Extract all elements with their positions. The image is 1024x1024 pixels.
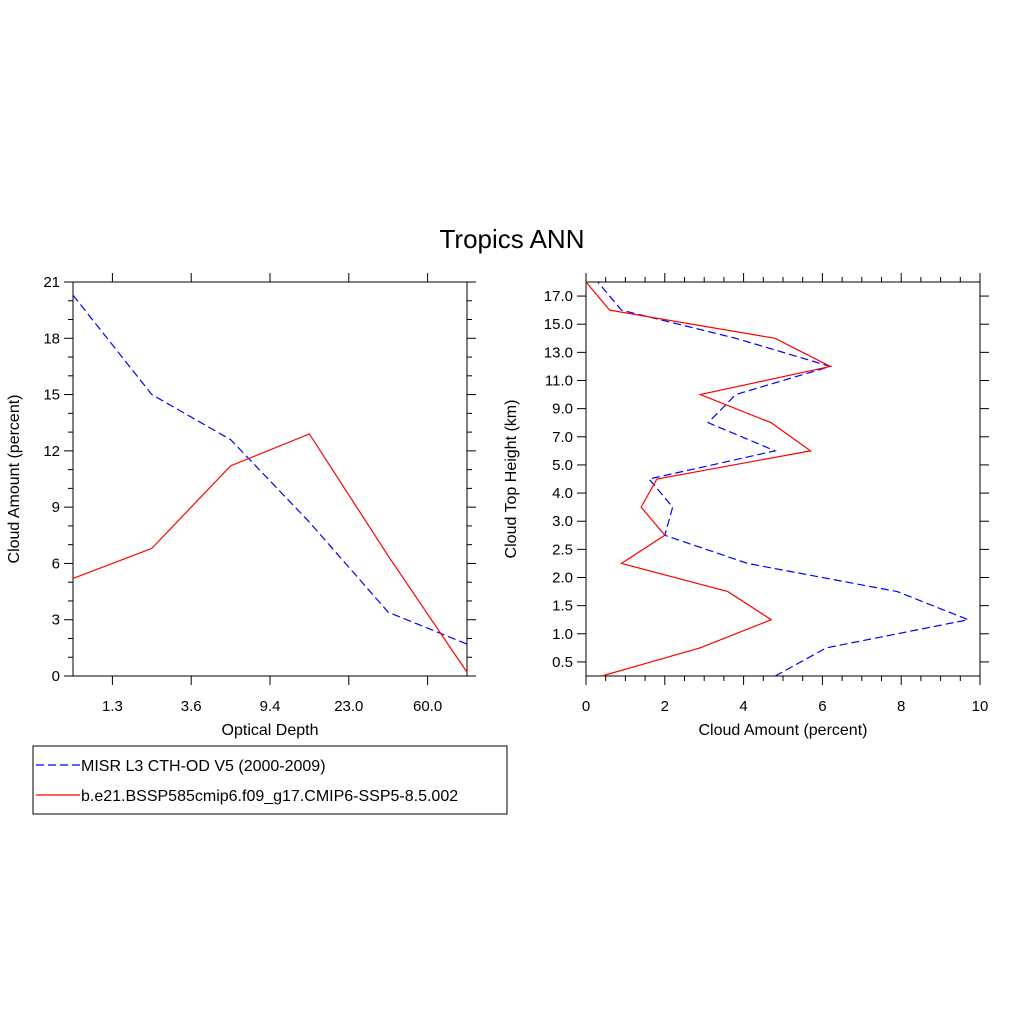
right-xtick-label: 8 — [897, 698, 905, 715]
right-panel: 0.5 1.0 1.5 2.0 2.5 3.0 4.0 5.0 7.0 9.0 11.0 13.0 15… — [503, 273, 989, 739]
right-xtick-label: 2 — [661, 698, 669, 715]
left-y-axis-title: Cloud Amount (percent) — [6, 395, 23, 564]
right-ytick-label: 15.0 — [544, 316, 573, 333]
legend: MISR L3 CTH-OD V5 (2000-2009) b.e21.BSSP… — [32, 745, 508, 815]
right-x-axis-title: Cloud Amount (percent) — [699, 722, 868, 739]
right-ytick-label: 1.0 — [552, 626, 573, 643]
left-series-model-line — [72, 433, 468, 673]
right-ytick-label: 5.0 — [552, 457, 573, 474]
left-ticks: 0 3 6 9 12 15 18 21 1.3 3.6 9.4 23.0 60.0 — [43, 273, 476, 715]
right-plot-frame — [585, 281, 981, 677]
right-xtick-label: 6 — [818, 698, 826, 715]
right-ytick-label: 2.0 — [552, 570, 573, 587]
left-ytick-label: 12 — [43, 443, 60, 460]
left-ytick-label: 3 — [52, 612, 60, 629]
right-ytick-label: 17.0 — [544, 288, 573, 305]
legend-box — [32, 745, 508, 815]
right-xtick-label: 10 — [972, 698, 989, 715]
right-marks — [585, 281, 971, 677]
right-xtick-label: 4 — [739, 698, 747, 715]
right-ytick-label: 13.0 — [544, 344, 573, 361]
left-xtick-label: 60.0 — [413, 698, 442, 715]
right-xtick-label: 0 — [582, 698, 590, 715]
right-ytick-label: 1.5 — [552, 598, 573, 615]
right-ticks: 0.5 1.0 1.5 2.0 2.5 3.0 4.0 5.0 7.0 9.0 11.0 13.0 15… — [544, 273, 989, 715]
chart-title: Tropics ANN — [440, 224, 585, 254]
left-ytick-label: 21 — [43, 274, 60, 291]
left-ytick-label: 9 — [52, 499, 60, 516]
legend-label-model: b.e21.BSSP585cmip6.f09_g17.CMIP6-SSP5-8.… — [81, 788, 458, 805]
left-ytick-label: 0 — [52, 668, 60, 685]
left-series-misr-line — [72, 294, 468, 645]
left-ytick-label: 18 — [43, 330, 60, 347]
right-series-misr-line — [597, 281, 971, 677]
right-ytick-label: 3.0 — [552, 513, 573, 530]
right-series-model-line — [585, 281, 833, 677]
left-panel: 0 3 6 9 12 15 18 21 1.3 3.6 9.4 23.0 60.0 Optical De… — [6, 273, 476, 739]
right-ytick-label: 0.5 — [552, 654, 573, 671]
right-ytick-label: 11.0 — [545, 373, 573, 390]
left-xtick-label: 1.3 — [102, 698, 123, 715]
right-y-axis-title: Cloud Top Height (km) — [503, 400, 520, 559]
left-ytick-label: 15 — [43, 387, 60, 404]
left-plot-frame — [72, 281, 468, 677]
left-marks — [72, 294, 468, 673]
right-ytick-label: 4.0 — [552, 485, 573, 502]
right-ytick-label: 7.0 — [552, 429, 573, 446]
left-xtick-label: 9.4 — [260, 698, 281, 715]
left-ytick-label: 6 — [52, 555, 60, 572]
left-xtick-label: 23.0 — [334, 698, 363, 715]
left-xtick-label: 3.6 — [181, 698, 202, 715]
legend-label-misr: MISR L3 CTH-OD V5 (2000-2009) — [81, 758, 326, 775]
left-x-axis-title: Optical Depth — [222, 722, 319, 739]
right-ytick-label: 9.0 — [552, 401, 573, 418]
right-ytick-label: 2.5 — [552, 541, 573, 558]
